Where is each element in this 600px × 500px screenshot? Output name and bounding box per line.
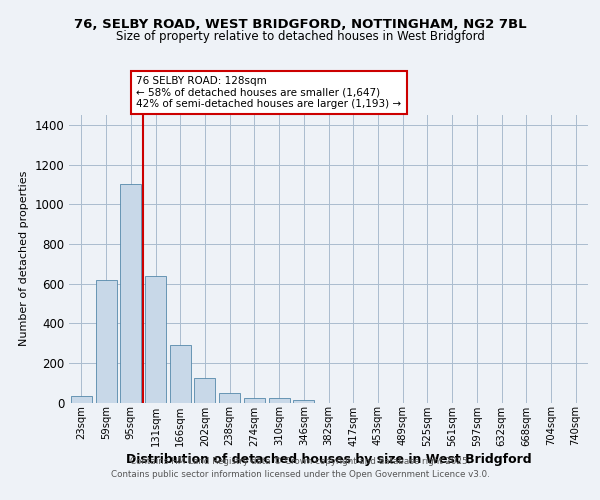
Bar xyxy=(293,400,314,402)
Bar xyxy=(120,184,141,402)
Y-axis label: Number of detached properties: Number of detached properties xyxy=(19,171,29,346)
Text: 76 SELBY ROAD: 128sqm
← 58% of detached houses are smaller (1,647)
42% of semi-d: 76 SELBY ROAD: 128sqm ← 58% of detached … xyxy=(136,76,401,110)
Text: 76, SELBY ROAD, WEST BRIDGFORD, NOTTINGHAM, NG2 7BL: 76, SELBY ROAD, WEST BRIDGFORD, NOTTINGH… xyxy=(74,18,526,30)
Text: Contains HM Land Registry data © Crown copyright and database right 2025.: Contains HM Land Registry data © Crown c… xyxy=(130,458,470,466)
Bar xyxy=(244,398,265,402)
Bar xyxy=(145,276,166,402)
Bar xyxy=(194,378,215,402)
Bar xyxy=(170,345,191,403)
X-axis label: Distribution of detached houses by size in West Bridgford: Distribution of detached houses by size … xyxy=(125,452,532,466)
Bar xyxy=(219,392,240,402)
Bar xyxy=(71,396,92,402)
Text: Size of property relative to detached houses in West Bridgford: Size of property relative to detached ho… xyxy=(116,30,484,43)
Bar xyxy=(269,398,290,402)
Bar xyxy=(95,280,116,402)
Text: Contains public sector information licensed under the Open Government Licence v3: Contains public sector information licen… xyxy=(110,470,490,479)
